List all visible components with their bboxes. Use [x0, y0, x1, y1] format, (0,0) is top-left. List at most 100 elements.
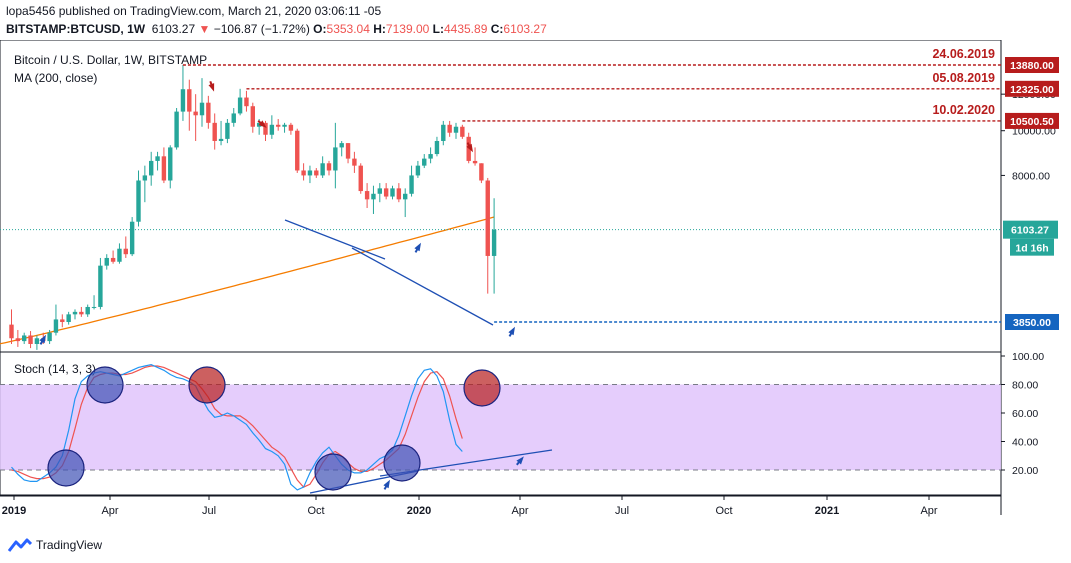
- candle-body: [263, 122, 268, 135]
- candle-body: [428, 154, 433, 159]
- sell-signal-icon: [466, 142, 473, 153]
- candle-body: [288, 124, 294, 131]
- x-tick-label: 2019: [2, 505, 26, 517]
- resistance-level-date: 10.02.2020: [932, 103, 995, 117]
- candle-body: [345, 143, 351, 159]
- candle-body: [434, 140, 440, 155]
- candle-body: [352, 158, 357, 166]
- candle-body: [212, 122, 217, 141]
- candle-body: [174, 111, 179, 148]
- x-tick-label: 2020: [407, 505, 431, 517]
- x-tick-label: 2021: [815, 505, 839, 517]
- stoch-tick-label: 100.00: [1012, 351, 1044, 363]
- buy-signal-icon-shape: [516, 456, 524, 466]
- candle-body: [282, 124, 287, 127]
- buy-signal-icon-shape: [414, 242, 421, 253]
- tradingview-logo-icon: [8, 538, 32, 552]
- resistance-level-box: [1005, 57, 1059, 73]
- high-label: H:: [373, 22, 386, 36]
- resistance-level-label: 12325.00: [1010, 84, 1054, 96]
- candle-body: [15, 338, 21, 342]
- candle-body: [193, 111, 198, 116]
- candle-body: [110, 257, 116, 262]
- candle-body: [371, 193, 376, 200]
- candle-body: [339, 143, 344, 148]
- candle-body: [326, 163, 332, 171]
- candle-body: [244, 97, 249, 107]
- candle-body: [149, 160, 154, 176]
- sell-signal-icon: [208, 80, 215, 92]
- low-label: L:: [432, 22, 444, 36]
- candle-body: [180, 89, 186, 112]
- candle-body: [320, 163, 325, 176]
- x-tick-label: Apr: [101, 505, 118, 517]
- candle-body: [460, 126, 465, 137]
- candle-body: [231, 113, 236, 123]
- candle-body: [491, 229, 497, 256]
- candle-body: [441, 124, 446, 141]
- buy-signal-icon: [383, 479, 390, 490]
- candle-body: [307, 170, 313, 176]
- candle-body: [250, 106, 255, 127]
- x-tick-label: Apr: [920, 505, 937, 517]
- candle-body: [72, 311, 78, 315]
- y-tick-label: 8000.00: [1012, 170, 1050, 182]
- candle-body: [22, 335, 27, 342]
- countdown-box: [1010, 238, 1054, 256]
- candle-body: [403, 193, 408, 200]
- buy-signal-icon-shape: [39, 334, 46, 345]
- stoch-tick-label: 60.00: [1012, 408, 1038, 420]
- stoch-pane-title: Stoch (14, 3, 3): [14, 362, 96, 376]
- candle-body: [225, 122, 230, 139]
- candle-body: [136, 180, 141, 222]
- candle-body: [168, 147, 173, 181]
- published-line: lopa5456 published on TradingView.com, M…: [6, 4, 382, 18]
- support-level-label: 3850.00: [1013, 317, 1051, 329]
- open-value: 5353.04: [326, 22, 370, 36]
- buy-signal-icon: [414, 242, 421, 253]
- stoch-tick-label: 40.00: [1012, 437, 1038, 449]
- last-price-label: 6103.27: [1011, 225, 1049, 237]
- sell-signal-icon: [257, 120, 267, 128]
- x-tick-label: Jul: [202, 505, 216, 517]
- x-tick-label: Apr: [511, 505, 528, 517]
- candle-body: [472, 160, 478, 164]
- candle-body: [117, 248, 122, 262]
- tradingview-brand[interactable]: TradingView: [8, 537, 102, 553]
- candle-body: [9, 324, 14, 339]
- close-label: C:: [490, 22, 504, 36]
- candle-body: [485, 180, 490, 256]
- x-tick-label: Oct: [307, 505, 324, 517]
- candle-body: [364, 191, 370, 200]
- candle-body: [155, 156, 160, 161]
- candle-body: [396, 188, 402, 200]
- candle-body: [85, 306, 90, 315]
- resistance-level-label: 13880.00: [1010, 60, 1054, 72]
- brand-name: TradingView: [36, 538, 103, 552]
- x-tick-label: Oct: [715, 505, 732, 517]
- candle-body: [123, 248, 128, 255]
- buy-signal-icon: [39, 334, 46, 345]
- buy-signal-icon-shape: [508, 326, 515, 337]
- chart-area[interactable]: Bitcoin / U.S. Dollar, 1W, BITSTAMP MA (2…: [0, 40, 1071, 532]
- buy-signal-icon: [516, 456, 524, 466]
- buy-signal-icon: [508, 326, 515, 337]
- open-label: O:: [313, 22, 327, 36]
- price-change: −106.87 (−1.72%): [213, 22, 310, 36]
- candle-body: [422, 158, 427, 166]
- candle-body: [129, 221, 135, 255]
- close-value: 6103.27: [503, 22, 547, 36]
- resistance-level-box: [1005, 80, 1059, 97]
- candle-body: [358, 165, 363, 192]
- candle-body: [237, 97, 243, 114]
- candle-body: [79, 311, 84, 315]
- last-price-box: [1003, 220, 1058, 239]
- candle-body: [453, 126, 459, 133]
- last-price: 6103.27: [151, 22, 196, 36]
- sell-signal-icon-shape: [466, 142, 473, 153]
- candle-body: [466, 136, 471, 161]
- candle-body: [390, 188, 395, 197]
- candle-body: [377, 188, 382, 194]
- sell-signal-icon-shape: [208, 80, 215, 92]
- symbol-header: BITSTAMP:BTCUSD, 1W 6103.27 ▼ −106.87 (−…: [6, 22, 547, 36]
